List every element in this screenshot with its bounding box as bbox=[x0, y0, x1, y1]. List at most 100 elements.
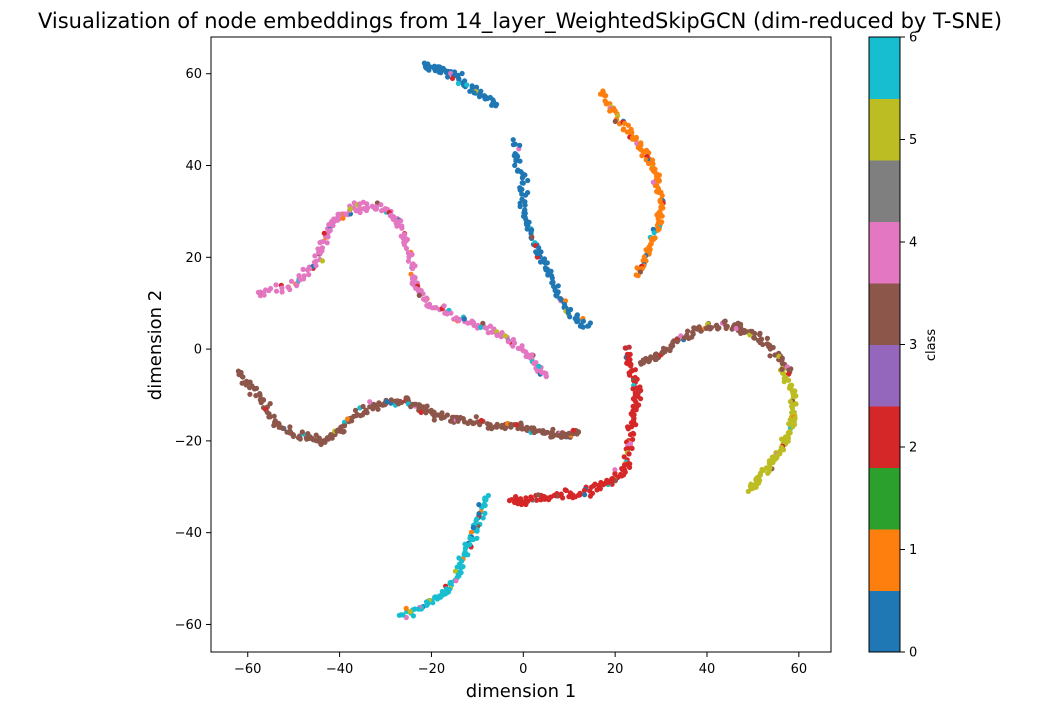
data-point bbox=[764, 335, 771, 341]
data-point bbox=[581, 487, 588, 494]
data-point bbox=[757, 332, 763, 338]
data-point bbox=[505, 338, 511, 345]
colorbar-tick-label: 4 bbox=[909, 236, 917, 251]
data-point bbox=[423, 63, 429, 69]
data-point bbox=[327, 227, 333, 233]
x-tick-label: −60 bbox=[234, 662, 261, 677]
data-point bbox=[430, 411, 436, 417]
data-point bbox=[601, 92, 607, 98]
data-point bbox=[502, 333, 508, 339]
colorbar-tick-label: 1 bbox=[909, 543, 917, 558]
data-point bbox=[580, 318, 587, 324]
data-point bbox=[499, 330, 505, 336]
data-point bbox=[508, 424, 514, 430]
data-point bbox=[465, 552, 471, 558]
data-point bbox=[779, 356, 785, 363]
y-axis: −60 −40 −20 0 20 40 60 bbox=[175, 67, 211, 633]
y-tick-label: 40 bbox=[185, 159, 202, 174]
colorbar-segment bbox=[869, 98, 900, 161]
data-point bbox=[566, 494, 572, 500]
colorbar-segment bbox=[869, 221, 900, 284]
data-point bbox=[490, 97, 496, 103]
data-point bbox=[273, 288, 280, 294]
data-point bbox=[526, 219, 532, 225]
data-point bbox=[524, 425, 530, 431]
data-point bbox=[251, 386, 258, 392]
data-point bbox=[367, 399, 373, 405]
data-point bbox=[779, 366, 785, 372]
data-point bbox=[587, 493, 594, 499]
data-point bbox=[357, 206, 363, 212]
data-point bbox=[625, 461, 632, 467]
data-point bbox=[367, 404, 373, 410]
data-point bbox=[663, 346, 670, 352]
data-point bbox=[268, 285, 274, 292]
data-point bbox=[506, 497, 513, 504]
data-point bbox=[510, 343, 516, 349]
data-point bbox=[621, 126, 627, 132]
colorbar: 0 1 2 3 4 5 6 bbox=[868, 31, 917, 661]
data-point bbox=[378, 202, 384, 208]
data-point bbox=[554, 289, 560, 295]
data-point bbox=[319, 258, 325, 264]
data-point bbox=[493, 103, 499, 109]
data-point bbox=[534, 428, 540, 434]
data-point bbox=[656, 178, 662, 184]
data-point bbox=[554, 293, 560, 299]
colorbar-tick-label: 2 bbox=[909, 441, 917, 456]
data-point bbox=[422, 409, 428, 415]
data-point bbox=[423, 297, 429, 303]
data-point bbox=[319, 245, 325, 251]
data-point bbox=[318, 441, 324, 447]
data-point bbox=[364, 201, 370, 207]
data-point bbox=[779, 436, 785, 442]
data-point bbox=[632, 398, 638, 404]
data-point bbox=[544, 429, 550, 435]
data-point bbox=[696, 324, 702, 330]
data-point bbox=[543, 374, 549, 380]
data-point bbox=[462, 78, 468, 84]
data-point bbox=[641, 254, 647, 260]
x-tick-label: −40 bbox=[326, 662, 353, 677]
y-tick-label: 20 bbox=[185, 251, 202, 266]
data-point bbox=[646, 160, 652, 167]
data-point bbox=[612, 467, 618, 473]
colorbar-segment bbox=[869, 344, 900, 407]
data-point bbox=[529, 352, 535, 358]
data-point bbox=[461, 316, 467, 322]
data-point bbox=[240, 374, 246, 380]
data-point bbox=[279, 285, 285, 291]
data-point bbox=[518, 420, 524, 426]
data-point bbox=[441, 303, 447, 309]
data-point bbox=[789, 410, 795, 416]
data-point bbox=[482, 510, 488, 516]
y-tick-label: −20 bbox=[175, 434, 202, 449]
data-point bbox=[650, 179, 656, 185]
data-point bbox=[646, 357, 652, 363]
data-point bbox=[340, 429, 346, 435]
data-point bbox=[398, 218, 404, 224]
data-point bbox=[722, 318, 728, 324]
data-point bbox=[626, 451, 632, 457]
data-point bbox=[772, 456, 778, 462]
data-point bbox=[594, 487, 600, 493]
data-point bbox=[612, 471, 618, 477]
data-point bbox=[716, 325, 722, 331]
data-point bbox=[650, 236, 657, 242]
data-point bbox=[476, 502, 482, 508]
data-point bbox=[341, 419, 348, 425]
data-point bbox=[300, 266, 306, 272]
data-point bbox=[538, 496, 544, 502]
data-point bbox=[513, 152, 519, 158]
x-axis-label: dimension 1 bbox=[466, 681, 576, 702]
data-point bbox=[290, 433, 296, 439]
data-point bbox=[329, 435, 335, 441]
data-point bbox=[565, 310, 571, 316]
data-point bbox=[517, 142, 523, 148]
data-point bbox=[534, 497, 540, 503]
data-point bbox=[409, 275, 415, 282]
colorbar-segment bbox=[869, 406, 900, 468]
data-point bbox=[393, 398, 399, 404]
data-point bbox=[363, 407, 369, 413]
data-point bbox=[624, 129, 630, 135]
